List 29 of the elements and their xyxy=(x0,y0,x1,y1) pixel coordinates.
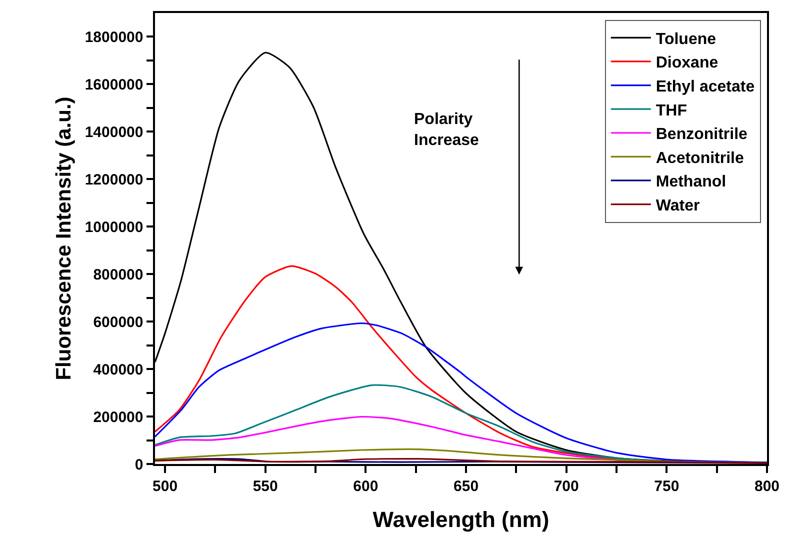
legend-label: Water xyxy=(656,198,700,215)
y-tick-label: 1000000 xyxy=(84,218,144,236)
legend-label: Dioxane xyxy=(656,54,718,72)
x-tick-label: 500 xyxy=(152,478,178,495)
legend-label: Ethyl acetate xyxy=(656,78,755,96)
legend-label: Methanol xyxy=(656,174,726,191)
x-axis-title: Wavelength (nm) xyxy=(372,507,550,532)
line-series xyxy=(155,322,767,464)
y-tick-label: 600000 xyxy=(93,314,144,331)
y-tick-label: 0 xyxy=(134,456,144,474)
legend-label: THF xyxy=(656,102,688,120)
y-tick-label: 200000 xyxy=(93,408,144,426)
x-tick-label: 800 xyxy=(754,478,780,495)
legend-label: Benzonitrile xyxy=(656,126,748,144)
y-tick-label: 400000 xyxy=(93,361,144,378)
y-tick-label: 1400000 xyxy=(84,124,144,141)
x-tick-label: 750 xyxy=(654,478,680,495)
x-tick-label: 550 xyxy=(252,478,278,495)
legend-label: Toluene xyxy=(656,30,716,48)
x-tick-label: 600 xyxy=(353,478,378,495)
x-tick-label: 650 xyxy=(454,478,479,495)
y-tick-label: 800000 xyxy=(93,266,144,284)
y-tick-label: 1600000 xyxy=(84,76,144,94)
y-tick-label: 1200000 xyxy=(84,171,144,188)
x-tick-label: 700 xyxy=(554,478,579,495)
y-axis-title: Fluorescence Intensity (a.u.) xyxy=(52,96,76,380)
legend-label: Acetonitrile xyxy=(656,150,744,167)
y-tick-label: 1800000 xyxy=(84,28,144,46)
annotation: Polarity Increase xyxy=(414,111,480,149)
